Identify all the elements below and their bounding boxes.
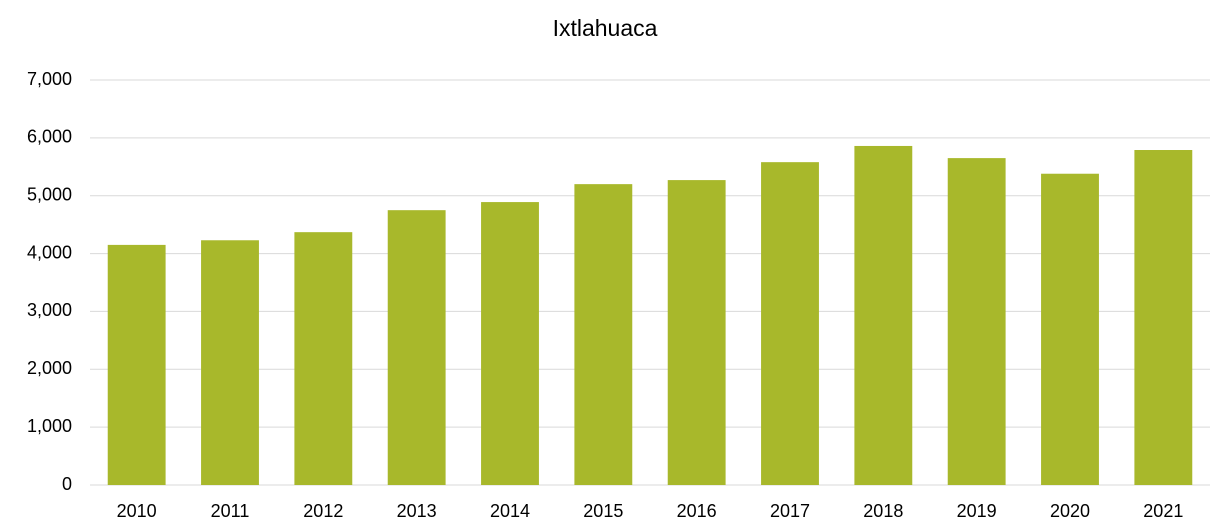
x-tick-label: 2017 <box>770 501 810 521</box>
y-tick-label: 6,000 <box>27 127 72 147</box>
bar <box>854 145 913 485</box>
x-tick-label: 2012 <box>303 501 343 521</box>
bar <box>1134 150 1193 485</box>
bar <box>667 180 726 486</box>
bar <box>947 158 1006 485</box>
x-tick-label: 2014 <box>490 501 530 521</box>
x-tick-label: 2016 <box>677 501 717 521</box>
bar <box>481 202 539 486</box>
chart-title: Ixtlahuaca <box>553 15 658 41</box>
y-tick-label: 2,000 <box>27 358 72 378</box>
x-tick-label: 2019 <box>957 501 997 521</box>
x-tick-label: 2018 <box>863 501 903 521</box>
bar <box>201 240 259 485</box>
y-tick-label: 3,000 <box>27 300 72 320</box>
bar <box>761 162 819 485</box>
bar <box>574 184 633 485</box>
bar <box>1041 173 1099 485</box>
y-tick-label: 1,000 <box>27 416 72 436</box>
x-tick-label: 2021 <box>1143 501 1183 521</box>
x-tick-label: 2010 <box>117 501 157 521</box>
y-tick-label: 4,000 <box>27 242 72 262</box>
bar <box>107 244 166 485</box>
y-tick-label: 0 <box>62 474 72 494</box>
x-tick-label: 2015 <box>583 501 623 521</box>
bar <box>294 232 353 485</box>
x-tick-label: 2011 <box>211 501 250 521</box>
y-tick-label: 5,000 <box>27 184 72 204</box>
y-tick-label: 7,000 <box>27 69 72 89</box>
x-tick-label: 2020 <box>1050 501 1090 521</box>
x-tick-label: 2013 <box>397 501 437 521</box>
bar <box>387 210 446 485</box>
